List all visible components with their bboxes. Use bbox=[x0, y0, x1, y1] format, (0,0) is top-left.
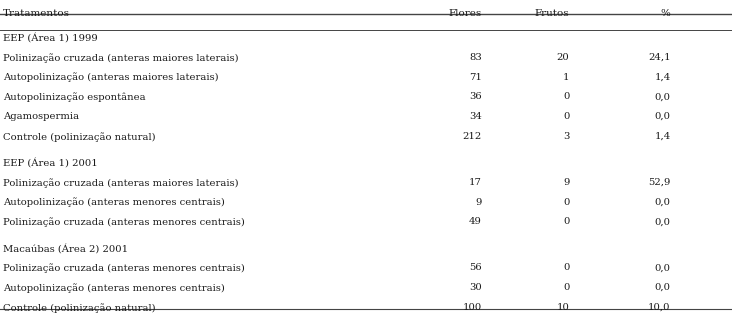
Text: EEP (Área 1) 1999: EEP (Área 1) 1999 bbox=[3, 33, 97, 43]
Text: 0: 0 bbox=[563, 198, 569, 207]
Text: Frutos: Frutos bbox=[535, 9, 569, 19]
Text: 0: 0 bbox=[563, 263, 569, 272]
Text: 0,0: 0,0 bbox=[654, 112, 671, 121]
Text: Polinização cruzada (anteras maiores laterais): Polinização cruzada (anteras maiores lat… bbox=[3, 53, 239, 62]
Text: Macaúbas (Área 2) 2001: Macaúbas (Área 2) 2001 bbox=[3, 243, 128, 253]
Text: 9: 9 bbox=[563, 178, 569, 187]
Text: 0: 0 bbox=[563, 112, 569, 121]
Text: 0,0: 0,0 bbox=[654, 283, 671, 292]
Text: 1,4: 1,4 bbox=[654, 73, 671, 82]
Text: 36: 36 bbox=[469, 92, 482, 101]
Text: 0,0: 0,0 bbox=[654, 92, 671, 101]
Text: 30: 30 bbox=[469, 283, 482, 292]
Text: Agamospermia: Agamospermia bbox=[3, 112, 79, 121]
Text: 56: 56 bbox=[469, 263, 482, 272]
Text: Flores: Flores bbox=[449, 9, 482, 19]
Text: 24,1: 24,1 bbox=[648, 53, 671, 62]
Text: 83: 83 bbox=[469, 53, 482, 62]
Text: 0,0: 0,0 bbox=[654, 217, 671, 226]
Text: Polinização cruzada (anteras menores centrais): Polinização cruzada (anteras menores cen… bbox=[3, 217, 244, 227]
Text: 52,9: 52,9 bbox=[648, 178, 671, 187]
Text: 10: 10 bbox=[556, 303, 569, 312]
Text: 0: 0 bbox=[563, 283, 569, 292]
Text: 0: 0 bbox=[563, 217, 569, 226]
Text: Polinização cruzada (anteras menores centrais): Polinização cruzada (anteras menores cen… bbox=[3, 263, 244, 273]
Text: 9: 9 bbox=[475, 198, 482, 207]
Text: 0,0: 0,0 bbox=[654, 198, 671, 207]
Text: Polinização cruzada (anteras maiores laterais): Polinização cruzada (anteras maiores lat… bbox=[3, 178, 239, 187]
Text: 0,0: 0,0 bbox=[654, 263, 671, 272]
Text: EEP (Área 1) 2001: EEP (Área 1) 2001 bbox=[3, 158, 97, 168]
Text: Autopolinização (anteras menores centrais): Autopolinização (anteras menores centrai… bbox=[3, 283, 225, 293]
Text: 71: 71 bbox=[468, 73, 482, 82]
Text: 1: 1 bbox=[563, 73, 569, 82]
Text: 49: 49 bbox=[468, 217, 482, 226]
Text: Autopolinização espontânea: Autopolinização espontânea bbox=[3, 92, 146, 102]
Text: Autopolinização (anteras maiores laterais): Autopolinização (anteras maiores laterai… bbox=[3, 73, 219, 82]
Text: 34: 34 bbox=[468, 112, 482, 121]
Text: Controle (polinização natural): Controle (polinização natural) bbox=[3, 132, 156, 142]
Text: 20: 20 bbox=[557, 53, 569, 62]
Text: 212: 212 bbox=[463, 132, 482, 141]
Text: 100: 100 bbox=[463, 303, 482, 312]
Text: 17: 17 bbox=[468, 178, 482, 187]
Text: Tratamentos: Tratamentos bbox=[3, 9, 70, 19]
Text: 3: 3 bbox=[563, 132, 569, 141]
Text: Autopolinização (anteras menores centrais): Autopolinização (anteras menores centrai… bbox=[3, 198, 225, 207]
Text: 10,0: 10,0 bbox=[648, 303, 671, 312]
Text: Controle (polinização natural): Controle (polinização natural) bbox=[3, 303, 156, 313]
Text: %: % bbox=[661, 9, 671, 19]
Text: 0: 0 bbox=[563, 92, 569, 101]
Text: 1,4: 1,4 bbox=[654, 132, 671, 141]
